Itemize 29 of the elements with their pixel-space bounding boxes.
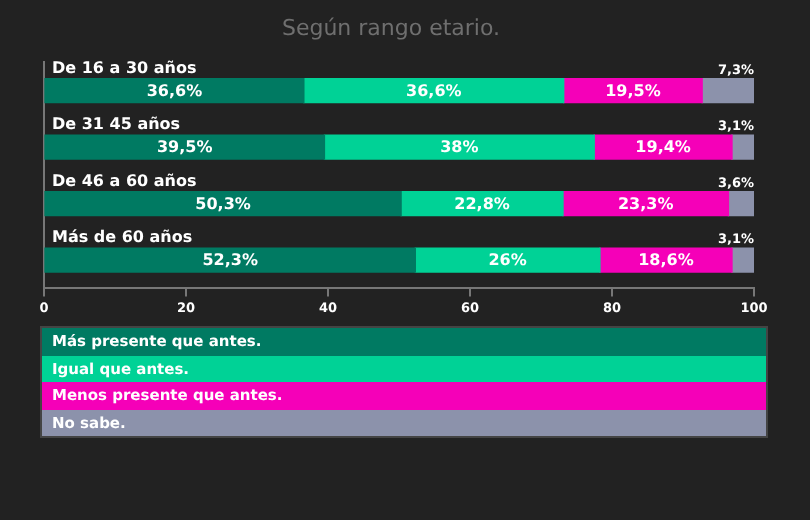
data-label: 18,6%: [638, 251, 694, 270]
bar: [303, 77, 565, 104]
data-label: 23,3%: [617, 194, 674, 213]
y-tick-label: De 16 a 30 años: [52, 58, 197, 77]
data-label: 36,6%: [406, 81, 462, 100]
data-label: 36,6%: [146, 81, 203, 100]
bar: [731, 134, 754, 160]
bar: [44, 247, 416, 273]
bar: [727, 190, 754, 217]
data-label: 39,5%: [156, 138, 213, 157]
bar: [731, 247, 754, 273]
bar: [44, 190, 402, 217]
data-label: 22,8%: [454, 194, 510, 213]
bar: [414, 247, 601, 273]
data-label: 19,5%: [605, 81, 661, 100]
y-tick-label: Más de 60 años: [52, 228, 193, 247]
bar: [323, 134, 595, 160]
chart-title: Según rango etario.: [281, 14, 501, 41]
bar: [701, 77, 754, 104]
bar: [44, 77, 305, 104]
data-label: 50,3%: [195, 194, 251, 213]
y-tick-label: De 46 a 60 años: [52, 171, 197, 190]
data-label: 19,4%: [635, 138, 691, 157]
data-label: 52,3%: [202, 251, 258, 270]
bar: [44, 134, 326, 160]
data-label: 26%: [488, 251, 527, 270]
data-label: 38%: [440, 138, 479, 157]
bar: [593, 134, 733, 160]
y-tick-label: De 31 45 años: [52, 115, 181, 134]
